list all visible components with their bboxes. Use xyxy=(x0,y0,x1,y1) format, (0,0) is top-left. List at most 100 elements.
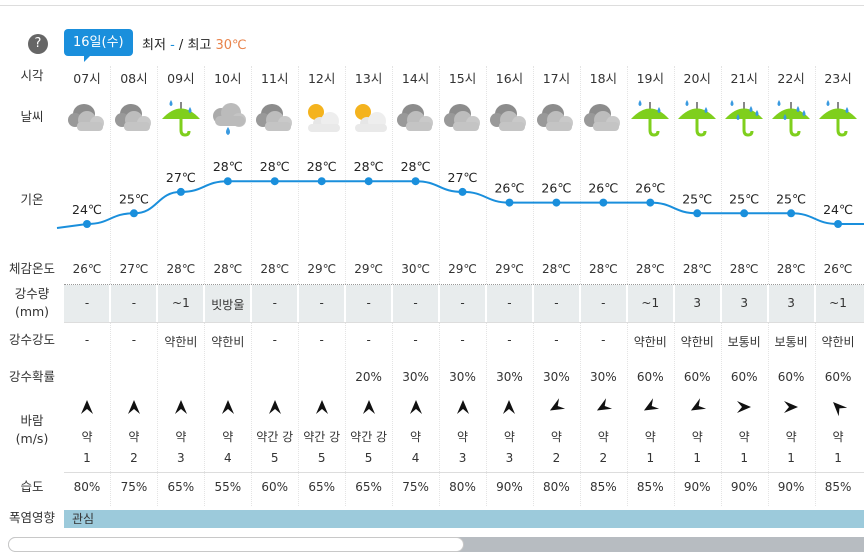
band-separator xyxy=(813,285,816,322)
row-label-precip-prob: 강수확률 xyxy=(8,369,55,384)
wind-strength-value: 약 xyxy=(175,430,187,444)
temperature-point xyxy=(270,177,279,186)
temperature-point xyxy=(552,198,561,207)
row-label-feels: 체감온도 xyxy=(8,261,55,276)
precip-intensity-value: - xyxy=(319,333,324,347)
min-label: 최저 xyxy=(142,38,166,53)
band-separator xyxy=(484,285,487,322)
precip-probability-value: 60% xyxy=(683,370,711,384)
temperature-point xyxy=(740,209,749,218)
umbrella-rain-heavy-icon xyxy=(769,96,813,140)
band-separator xyxy=(109,285,112,322)
wind-strength-value: 약간 강 xyxy=(256,430,294,444)
wind-direction-arrow-icon xyxy=(126,399,142,415)
hour-label: 13시 xyxy=(354,71,383,86)
wind-direction-arrow-icon xyxy=(501,399,517,415)
wind-unit: (m/s) xyxy=(15,431,49,446)
precip-amount-value: - xyxy=(131,296,137,310)
precip-amount-value: ~1 xyxy=(829,296,847,310)
cloudy-icon xyxy=(441,96,485,140)
temperature-label: 28℃ xyxy=(307,159,337,174)
temperature-label: 25℃ xyxy=(776,191,806,206)
wind-direction-arrow-icon xyxy=(267,399,283,415)
precip-intensity-value: - xyxy=(601,333,606,347)
humidity-value: 90% xyxy=(730,480,758,494)
wind-direction-arrow-icon xyxy=(314,399,330,415)
humidity-value: 75% xyxy=(402,480,429,494)
wind-direction-arrow-icon xyxy=(783,399,799,415)
precip-probability-value: 60% xyxy=(636,370,664,384)
cloudy-icon xyxy=(65,96,109,140)
wind-speed-value: 1 xyxy=(693,451,702,465)
temperature-label: 26℃ xyxy=(541,181,571,196)
precip-amount-value: 3 xyxy=(787,296,795,310)
temperature-point xyxy=(458,187,467,196)
band-separator xyxy=(531,285,534,322)
wind-speed-value: 1 xyxy=(740,451,748,465)
humidity-value: 90% xyxy=(777,480,805,494)
feels-like-value: 28℃ xyxy=(260,262,290,276)
humidity-value: 80% xyxy=(449,480,476,494)
humidity-value: 85% xyxy=(589,480,617,494)
feels-like-value: 28℃ xyxy=(635,262,665,276)
humidity-value: 60% xyxy=(261,480,289,494)
hour-label: 14시 xyxy=(401,71,430,86)
temperature-label: 28℃ xyxy=(401,159,431,174)
precip-probability-value: 60% xyxy=(777,370,805,384)
precip-amount-value: - xyxy=(319,296,324,310)
precip-amount-value: 3 xyxy=(693,296,702,310)
wind-label: 바람 xyxy=(20,413,44,428)
precip-intensity-value: 약한비 xyxy=(164,335,198,349)
help-icon[interactable]: ? xyxy=(28,34,48,54)
temperature-point xyxy=(646,198,655,207)
row-label-humidity: 습도 xyxy=(20,479,44,494)
hour-label: 11시 xyxy=(261,71,289,86)
scrollbar-thumb[interactable] xyxy=(8,537,464,552)
band-separator xyxy=(578,285,581,322)
wind-speed-value: 3 xyxy=(505,451,514,465)
hour-label: 16시 xyxy=(495,71,524,86)
umbrella-rain-icon xyxy=(628,96,672,140)
temperature-label: 28℃ xyxy=(354,159,384,174)
feels-like-value: 29℃ xyxy=(307,262,337,276)
feels-like-value: 28℃ xyxy=(682,262,712,276)
wind-strength-value: 약 xyxy=(503,430,515,444)
row-label-time: 시각 xyxy=(20,68,44,83)
row-label-temp: 기온 xyxy=(20,192,44,207)
hour-label: 18시 xyxy=(589,71,618,86)
precip-amount-value: - xyxy=(460,296,465,310)
wind-direction-arrow-icon xyxy=(220,399,236,415)
band-separator xyxy=(156,285,159,322)
precip-intensity-value: 보통비 xyxy=(774,335,808,349)
wind-speed-value: 1 xyxy=(787,451,795,465)
wind-strength-value: 약 xyxy=(597,430,609,444)
temperature-point xyxy=(129,209,138,218)
humidity-value: 80% xyxy=(73,480,101,494)
precip-amount-value: - xyxy=(554,296,559,310)
temperature-point xyxy=(176,187,185,196)
temperature-point xyxy=(317,177,326,186)
wind-strength-value: 약 xyxy=(644,430,656,444)
temperature-point xyxy=(364,177,373,186)
umbrella-rain-icon xyxy=(675,96,719,140)
temperature-point xyxy=(411,177,420,186)
cloudy-icon xyxy=(253,96,297,140)
precip-amount-value: - xyxy=(507,296,512,310)
separator: / xyxy=(178,38,184,53)
temperature-point xyxy=(599,198,608,207)
wind-strength-value: 약 xyxy=(691,430,703,444)
row-label-heat: 폭염영향 xyxy=(8,510,55,525)
hour-label: 09시 xyxy=(167,71,195,86)
feels-like-value: 27℃ xyxy=(119,262,149,276)
temperature-label: 24℃ xyxy=(823,202,853,217)
wind-strength-value: 약간 강 xyxy=(350,430,388,444)
wind-speed-value: 4 xyxy=(223,451,232,465)
wind-strength-value: 약 xyxy=(81,430,93,444)
wind-strength-value: 약 xyxy=(550,430,562,444)
row-label-precip-int: 강수강도 xyxy=(8,332,55,347)
cloudy-icon xyxy=(487,96,531,140)
wind-speed-value: 3 xyxy=(177,451,185,465)
umbrella-rain-icon xyxy=(159,96,203,140)
wind-strength-value: 약 xyxy=(832,430,844,444)
cloud-raindrop-icon xyxy=(206,96,250,140)
